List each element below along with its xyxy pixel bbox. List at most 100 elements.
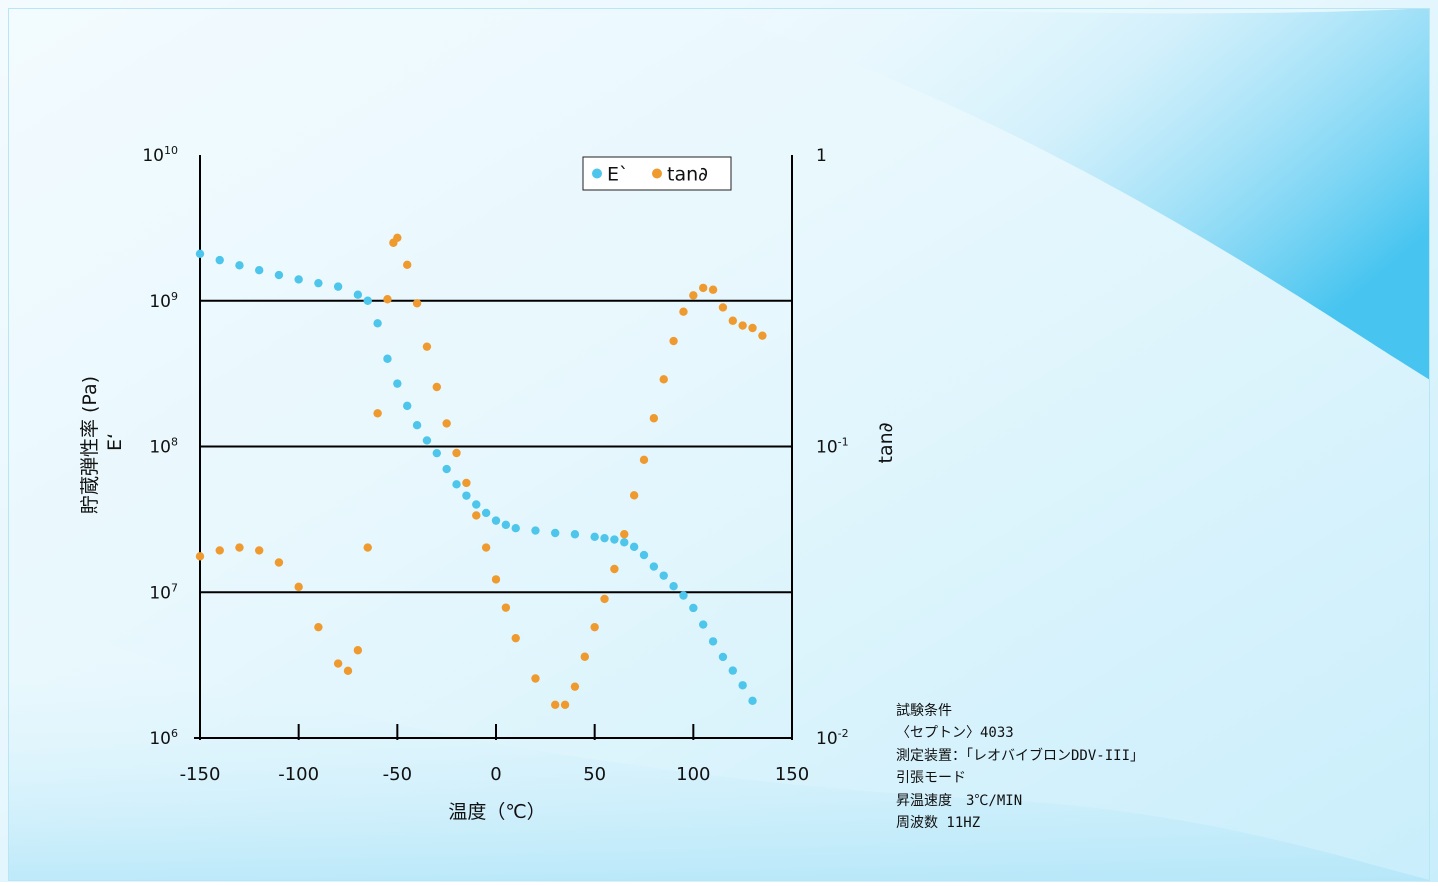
- tan-delta-point: [669, 336, 678, 346]
- tan-delta-point: [758, 331, 767, 340]
- storage-modulus-point: [472, 500, 481, 509]
- tan-delta-point: [708, 285, 718, 294]
- storage-modulus-point: [353, 290, 363, 299]
- tan-delta-point: [442, 419, 451, 428]
- storage-modulus-point: [570, 530, 580, 539]
- storage-modulus-point: [689, 603, 698, 613]
- tan-delta-point: [570, 682, 580, 691]
- storage-modulus-point: [452, 480, 461, 489]
- storage-modulus-point: [383, 354, 392, 363]
- tan-delta-point: [699, 283, 708, 293]
- tan-delta-point: [255, 546, 264, 555]
- tan-delta-point: [511, 633, 520, 643]
- tan-delta-point: [422, 342, 432, 351]
- tan-delta-point: [689, 291, 698, 300]
- tan-delta-point: [462, 478, 471, 488]
- storage-modulus-point: [649, 562, 659, 571]
- x-tick-label: -150: [180, 764, 221, 785]
- tan-delta-point: [373, 409, 382, 418]
- storage-modulus-point: [403, 401, 412, 411]
- storage-modulus-point: [738, 681, 747, 690]
- test-conditions-line: 昇温速度 3℃/MIN: [896, 792, 1023, 809]
- storage-modulus-point: [669, 582, 678, 591]
- storage-modulus-point: [235, 261, 244, 270]
- tan-delta-point: [314, 622, 323, 632]
- storage-modulus-point: [215, 255, 224, 265]
- left-tick-label: 109: [149, 290, 178, 312]
- background-swoosh-bottom: [8, 600, 1430, 880]
- x-tick-label: 150: [775, 764, 809, 785]
- left-tick-label: 1010: [142, 144, 178, 166]
- storage-modulus-point: [590, 532, 599, 542]
- tan-delta-point: [333, 659, 343, 668]
- tan-delta-point: [412, 299, 422, 308]
- tan-delta-point: [590, 622, 599, 632]
- x-tick-label: -100: [278, 764, 319, 785]
- storage-modulus-point: [442, 464, 451, 474]
- storage-modulus-point: [620, 538, 629, 547]
- tan-delta-point: [600, 594, 609, 604]
- tan-delta-point: [639, 455, 649, 465]
- storage-modulus-point: [679, 591, 688, 600]
- tan-delta-point: [363, 543, 372, 552]
- storage-modulus-point: [639, 550, 649, 560]
- storage-modulus-point: [491, 516, 501, 525]
- tan-delta-point: [195, 552, 205, 561]
- test-conditions-line: 〈セプトン〉4033: [896, 725, 1014, 742]
- legend-marker: [652, 168, 662, 179]
- tan-delta-point: [748, 323, 757, 333]
- tan-delta-point: [551, 700, 560, 709]
- left-tick-label: 106: [149, 727, 178, 749]
- tan-delta-point: [649, 414, 659, 423]
- storage-modulus-point: [699, 620, 708, 629]
- left-axis-title: 貯蔵弾性率 (Pa): [79, 376, 101, 514]
- test-conditions-line: 周波数 11HZ: [896, 815, 981, 832]
- test-conditions-line: 測定装置：「レオバイブロンDDV-III」: [896, 747, 1145, 764]
- tan-delta-point: [353, 646, 363, 655]
- storage-modulus-point: [363, 296, 372, 305]
- tan-delta-point: [472, 511, 481, 520]
- x-tick-label: 50: [583, 764, 606, 785]
- storage-modulus-point: [462, 491, 471, 500]
- right-tick-label: 10-2: [816, 727, 849, 749]
- storage-modulus-point: [255, 266, 264, 275]
- storage-modulus-point: [728, 666, 737, 675]
- tan-delta-point: [383, 295, 392, 304]
- storage-modulus-point: [422, 436, 432, 445]
- legend-marker: [592, 168, 602, 179]
- test-conditions-title: 試験条件: [896, 703, 952, 719]
- right-axis-title: tan∂: [875, 423, 897, 464]
- tan-delta-point: [491, 575, 501, 584]
- tan-delta-point: [432, 382, 441, 392]
- tan-delta-point: [235, 543, 244, 552]
- storage-modulus-point: [481, 508, 491, 518]
- storage-modulus-point: [531, 526, 540, 535]
- right-tick-label: 1: [816, 146, 827, 166]
- storage-modulus-point: [659, 571, 668, 580]
- tan-delta-point: [531, 674, 540, 683]
- storage-modulus-point: [412, 421, 422, 430]
- storage-modulus-point: [629, 542, 639, 552]
- right-tick-label: 10-1: [816, 436, 849, 458]
- left-axis-symbol: E‘: [104, 433, 126, 451]
- left-tick-label: 107: [149, 581, 178, 603]
- storage-modulus-point: [195, 249, 205, 258]
- legend-label: tan∂: [667, 164, 708, 186]
- storage-modulus-point: [600, 533, 609, 543]
- x-tick-label: -50: [383, 764, 412, 785]
- tan-delta-point: [274, 558, 284, 567]
- legend-label: E`: [607, 164, 629, 186]
- storage-modulus-point: [373, 319, 382, 328]
- storage-modulus-point: [718, 652, 728, 662]
- x-axis-title: 温度（℃）: [448, 801, 545, 823]
- tan-delta-point: [343, 666, 353, 676]
- storage-modulus-point: [708, 637, 718, 646]
- storage-modulus-point: [274, 270, 284, 280]
- storage-modulus-point: [610, 535, 619, 544]
- tan-delta-point: [679, 307, 688, 316]
- tan-delta-point: [393, 233, 402, 242]
- tan-delta-point: [718, 303, 728, 312]
- tan-delta-point: [501, 603, 511, 612]
